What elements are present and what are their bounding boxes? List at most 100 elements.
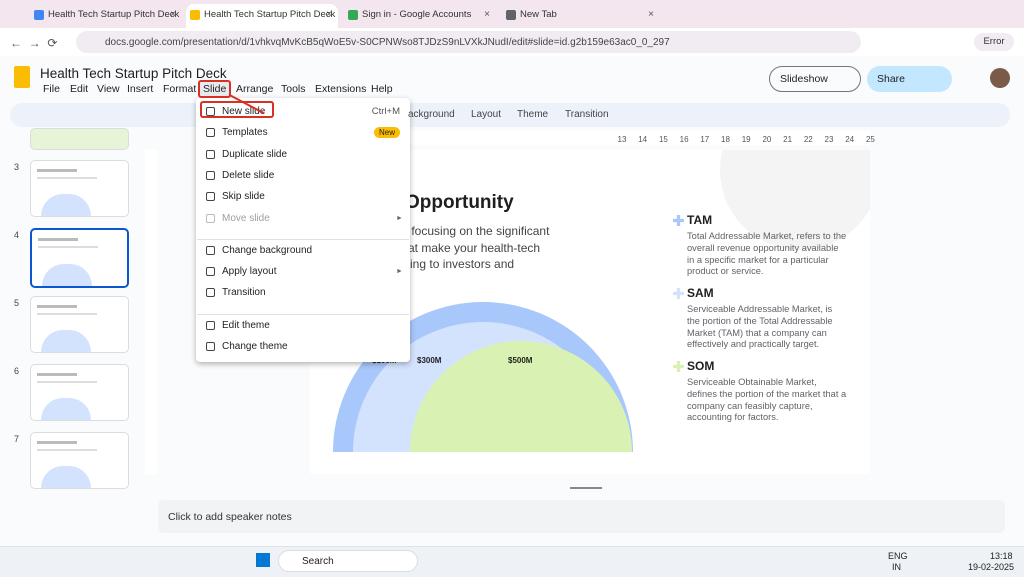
ruler-label: 13: [617, 135, 627, 144]
menu-option[interactable]: Skip slide: [222, 191, 265, 203]
tab-close[interactable]: ×: [648, 9, 654, 20]
menu-option[interactable]: Apply layout: [222, 266, 277, 278]
slide-title: Opportunity: [405, 192, 514, 213]
menu-icon: [206, 245, 215, 255]
slide-number: 5: [14, 298, 20, 308]
search-box[interactable]: [278, 550, 418, 572]
highlight-box: [200, 101, 274, 118]
menu-icon: [206, 288, 215, 298]
menu-icon: [206, 128, 215, 138]
menu-item[interactable]: Help: [371, 83, 393, 95]
slide-menu: [196, 98, 410, 362]
thumb-decor: [37, 305, 77, 308]
url-box[interactable]: [76, 31, 861, 53]
thumb-decor: [37, 373, 77, 376]
speaker-notes[interactable]: [158, 500, 1005, 533]
market-name: TAM: [687, 213, 713, 227]
menu-item[interactable]: View: [97, 83, 120, 95]
menu-item[interactable]: File: [43, 83, 60, 95]
notes-placeholder[interactable]: Click to add speaker notes: [168, 511, 292, 523]
thumb-decor: [38, 246, 98, 248]
toolbar-button[interactable]: Theme: [517, 109, 549, 120]
browser-tab[interactable]: Sign in - Google Accounts ×: [344, 4, 496, 28]
market-icon: [673, 288, 684, 299]
tab-title[interactable]: Health Tech Startup Pitch Deck: [48, 9, 180, 20]
market-icon: [673, 361, 684, 372]
ruler-label: 15: [658, 135, 668, 144]
tab-title[interactable]: New Tab: [520, 9, 557, 20]
doc-title[interactable]: Health Tech Startup Pitch Deck: [40, 66, 227, 81]
language[interactable]: ENG: [888, 551, 908, 561]
thumb-decor: [37, 177, 97, 179]
browser-tab[interactable]: Health Tech Startup Pitch Deck ×: [30, 4, 182, 28]
taskbar: [0, 546, 1024, 577]
search-label[interactable]: Search: [302, 556, 334, 567]
menu-option[interactable]: Transition: [222, 287, 266, 299]
market-description: Serviceable Obtainable Market, defines t…: [687, 377, 847, 423]
menu-item[interactable]: Arrange: [236, 83, 274, 95]
tab-close[interactable]: ×: [484, 9, 490, 20]
menu-icon: [206, 320, 215, 330]
thumb-decor: [41, 466, 91, 488]
menu-item[interactable]: Insert: [127, 83, 154, 95]
ruler-label: 17: [700, 135, 710, 144]
toolbar-button[interactable]: Layout: [471, 109, 502, 120]
market-icon: [673, 215, 684, 226]
start-button[interactable]: [256, 553, 270, 567]
menu-icon: [206, 107, 215, 116]
thumb-decor: [37, 441, 77, 444]
menu-option[interactable]: Change background: [222, 244, 313, 256]
slide-number: 3: [14, 162, 20, 172]
slide-thumbnail[interactable]: [30, 160, 129, 217]
slides-logo[interactable]: [14, 66, 30, 88]
menu-item[interactable]: Extensions: [315, 83, 367, 95]
ruler-label: 19: [741, 135, 751, 144]
slideshow-button[interactable]: Slideshow: [769, 66, 861, 92]
region[interactable]: IN: [892, 562, 901, 572]
avatar[interactable]: [990, 68, 1010, 88]
browser-tab[interactable]: New Tab ×: [502, 4, 660, 28]
submenu-arrow: ►: [396, 268, 403, 276]
menu-item[interactable]: Format: [163, 83, 197, 95]
ruler-label: 18: [721, 135, 730, 144]
clock-time[interactable]: 13:18: [990, 551, 1013, 561]
toolbar-button[interactable]: Transition: [565, 109, 609, 120]
left-ruler: [145, 150, 157, 474]
slide-thumbnail[interactable]: [30, 228, 129, 288]
ruler-label: 24: [845, 135, 855, 144]
tab-close[interactable]: ×: [326, 9, 332, 20]
menu-option[interactable]: New slide: [222, 106, 266, 117]
resize-handle[interactable]: [570, 487, 602, 489]
tab-title[interactable]: Health Tech Startup Pitch Deck: [204, 9, 336, 20]
menu-item[interactable]: Slide: [198, 80, 232, 98]
menu-option[interactable]: Templates: [222, 127, 268, 139]
url[interactable]: docs.google.com/presentation/d/1vhkvqMvK…: [105, 37, 670, 48]
tab-close[interactable]: ×: [170, 9, 176, 20]
menu-option[interactable]: Edit theme: [222, 319, 270, 331]
slide-number: 4: [14, 230, 20, 240]
clock-date[interactable]: 19-02-2025: [968, 562, 1015, 572]
slide-thumbnail[interactable]: [30, 128, 129, 150]
menu-item[interactable]: Tools: [281, 83, 306, 95]
menu-item[interactable]: Edit: [70, 83, 89, 95]
profile-status[interactable]: Error: [974, 33, 1014, 51]
chart-label: $500M: [508, 356, 533, 365]
menu-option[interactable]: Delete slide: [222, 169, 275, 181]
toolbar-button[interactable]: ackground: [408, 109, 455, 120]
menu-option[interactable]: Duplicate slide: [222, 148, 288, 160]
thumb-decor: [37, 313, 97, 315]
slide-thumbnail[interactable]: [30, 432, 129, 489]
browser-tab[interactable]: Health Tech Startup Pitch Deck ×: [186, 4, 338, 28]
thumb-decor: [41, 194, 91, 216]
tab-title[interactable]: Sign in - Google Accounts: [362, 9, 472, 20]
chart-label: $300M: [417, 356, 442, 365]
share-button[interactable]: Share: [867, 66, 952, 92]
decor: [720, 150, 870, 250]
nav-buttons[interactable]: ← → ⟳: [10, 36, 58, 50]
slide-thumbnail[interactable]: [30, 364, 129, 421]
ruler-label: 16: [679, 135, 689, 144]
slide-thumbnail[interactable]: [30, 296, 129, 353]
menu-separator: [197, 313, 409, 315]
menu-option[interactable]: Change theme: [222, 341, 288, 352]
ruler-label: 20: [762, 135, 772, 144]
